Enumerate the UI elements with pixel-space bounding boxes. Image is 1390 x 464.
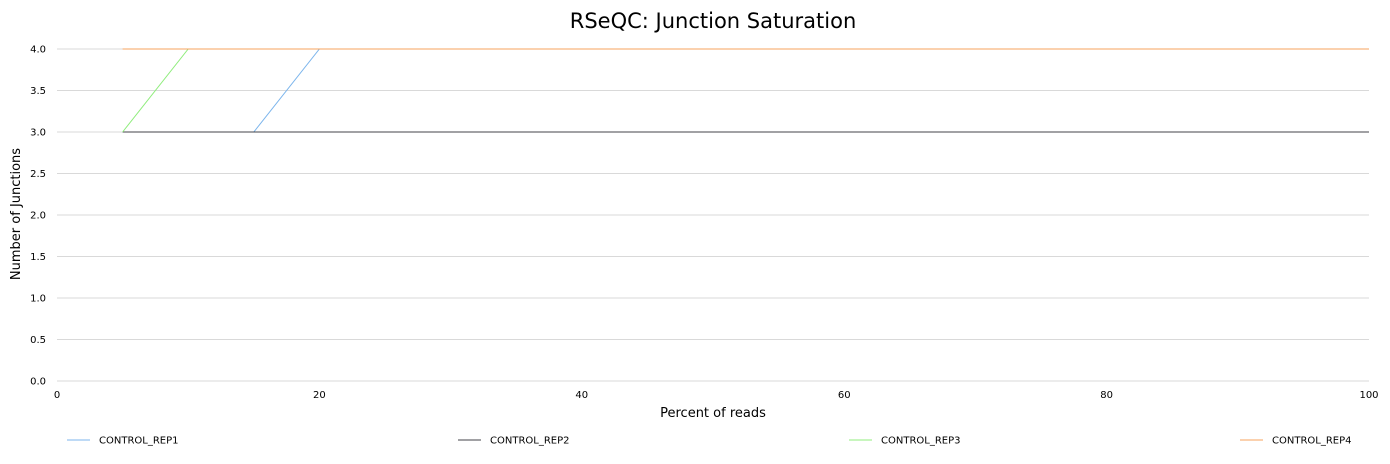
legend-item[interactable]: CONTROL_REP4 bbox=[1240, 436, 1352, 447]
x-axis: 0 20 40 60 80 100 bbox=[54, 390, 1379, 401]
x-axis-label: Percent of reads bbox=[660, 406, 766, 421]
y-tick-label: 2.0 bbox=[30, 211, 46, 222]
legend-label: CONTROL_REP2 bbox=[490, 436, 570, 447]
y-axis-label: Number of Junctions bbox=[9, 148, 24, 280]
x-tick-label: 20 bbox=[313, 390, 326, 401]
y-tick-label: 1.5 bbox=[30, 252, 46, 263]
legend-item[interactable]: CONTROL_REP3 bbox=[849, 436, 961, 447]
x-tick-label: 0 bbox=[54, 390, 60, 401]
y-tick-label: 0.5 bbox=[30, 335, 46, 346]
x-tick-label: 60 bbox=[838, 390, 851, 401]
legend-item[interactable]: CONTROL_REP2 bbox=[458, 436, 570, 447]
grid-layer bbox=[57, 48, 1369, 382]
y-tick-label: 0.0 bbox=[30, 377, 46, 388]
y-axis: 0.0 0.5 1.0 1.5 2.0 2.5 3.0 3.5 4.0 bbox=[30, 45, 46, 388]
chart-title: RSeQC: Junction Saturation bbox=[570, 9, 857, 33]
legend-label: CONTROL_REP1 bbox=[99, 436, 179, 447]
y-tick-label: 1.0 bbox=[30, 294, 46, 305]
legend-item[interactable]: CONTROL_REP1 bbox=[67, 436, 179, 447]
y-tick-label: 2.5 bbox=[30, 169, 46, 180]
legend-label: CONTROL_REP3 bbox=[881, 436, 961, 447]
series-layer bbox=[122, 48, 1369, 133]
legend: CONTROL_REP1 CONTROL_REP2 CONTROL_REP3 CONT… bbox=[67, 436, 1352, 447]
x-tick-label: 40 bbox=[575, 390, 588, 401]
y-tick-label: 3.0 bbox=[30, 128, 46, 139]
x-tick-label: 100 bbox=[1359, 390, 1378, 401]
y-tick-label: 3.5 bbox=[30, 86, 46, 97]
legend-label: CONTROL_REP4 bbox=[1272, 436, 1352, 447]
y-tick-label: 4.0 bbox=[30, 45, 46, 56]
x-tick-label: 80 bbox=[1100, 390, 1113, 401]
